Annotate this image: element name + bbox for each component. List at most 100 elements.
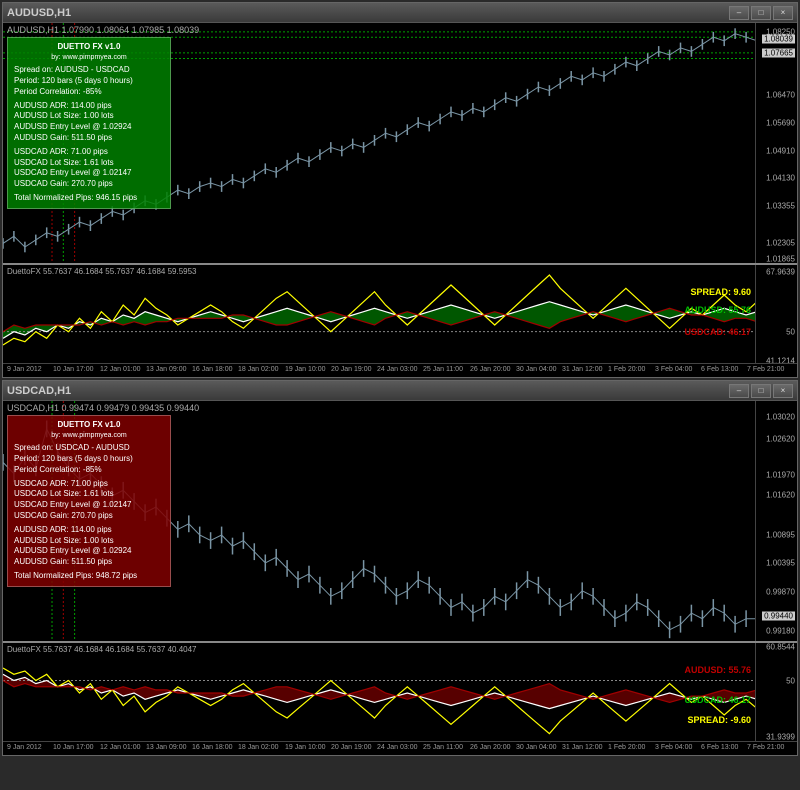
x-tick: 18 Jan 02:00 [238,366,278,373]
y-tick-current: 0.99440 [762,612,795,621]
panel-line: AUDUSD Lot Size: 1.00 lots [14,536,164,547]
panel-line: AUDUSD Entry Level @ 1.02924 [14,546,164,557]
x-tick: 9 Jan 2012 [7,366,42,373]
chart-window-bot: USDCAD,H1 –□× USDCAD,H1 0.99474 0.99479 … [2,380,798,756]
indicator-label: USDCAD: 46.17 [684,695,751,705]
indicator-panel[interactable]: DuettoFX 55.7637 46.1684 55.7637 46.1684… [3,263,797,363]
y-tick: 50 [786,676,795,685]
ohlc-readout: USDCAD,H1 0.99474 0.99479 0.99435 0.9944… [7,403,199,413]
y-tick: 1.06470 [766,91,795,100]
window-title: USDCAD,H1 [7,385,71,397]
x-tick: 1 Feb 20:00 [608,366,645,373]
y-tick-current: 1.08039 [762,35,795,44]
minimize-button[interactable]: – [729,6,749,20]
panel-line: Spread on: AUDUSD - USDCAD [14,65,164,76]
ohlc-readout: AUDUSD,H1 1.07990 1.08064 1.07985 1.0803… [7,25,199,35]
maximize-button[interactable]: □ [751,6,771,20]
x-tick: 31 Jan 12:00 [562,744,602,751]
x-tick: 10 Jan 17:00 [53,744,93,751]
panel-header: DUETTO FX v1.0 [14,42,164,53]
panel-line: USDCAD Lot Size: 1.61 lots [14,158,164,169]
chart-body: AUDUSD,H1 1.07990 1.08064 1.07985 1.0803… [3,23,797,377]
x-tick: 7 Feb 21:00 [747,366,784,373]
indicator-y-axis: 60.8544 50 31.9399 [755,643,797,741]
panel-line: Period: 120 bars (5 days 0 hours) [14,76,164,87]
panel-line: AUDUSD Gain: 511.50 pips [14,557,164,568]
x-tick: 12 Jan 01:00 [100,744,140,751]
panel-line: AUDUSD Lot Size: 1.00 lots [14,111,164,122]
panel-line: Period: 120 bars (5 days 0 hours) [14,454,164,465]
title-bar[interactable]: USDCAD,H1 –□× [3,381,797,401]
panel-header: DUETTO FX v1.0 [14,420,164,431]
y-tick: 1.05690 [766,118,795,127]
x-tick: 20 Jan 19:00 [331,366,371,373]
panel-line: Period Correlation: -85% [14,87,164,98]
panel-line: USDCAD Gain: 270.70 pips [14,179,164,190]
x-tick: 25 Jan 11:00 [423,366,463,373]
y-tick: 1.03020 [766,412,795,421]
y-tick: 1.04910 [766,146,795,155]
x-tick: 20 Jan 19:00 [331,744,371,751]
indicator-label: AUDUSD: 55.76 [684,665,751,675]
panel-line: USDCAD Lot Size: 1.61 lots [14,489,164,500]
info-panel: DUETTO FX v1.0 by: www.pimpmyea.com Sprea… [7,37,171,209]
x-tick: 12 Jan 01:00 [100,366,140,373]
minimize-button[interactable]: – [729,384,749,398]
panel-line: AUDUSD ADR: 114.00 pips [14,101,164,112]
x-tick: 10 Jan 17:00 [53,366,93,373]
panel-line: Total Normalized Pips: 946.15 pips [14,193,164,204]
y-tick-current: 1.07665 [762,48,795,57]
maximize-button[interactable]: □ [751,384,771,398]
y-tick: 1.02620 [766,434,795,443]
x-tick: 6 Feb 13:00 [701,366,738,373]
y-tick: 0.99180 [766,626,795,635]
chart-body: USDCAD,H1 0.99474 0.99479 0.99435 0.9944… [3,401,797,755]
y-tick: 50 [786,327,795,336]
y-tick: 1.00895 [766,531,795,540]
x-tick: 7 Feb 21:00 [747,744,784,751]
x-tick: 24 Jan 03:00 [377,744,417,751]
x-tick: 19 Jan 10:00 [285,366,325,373]
x-tick: 3 Feb 04:00 [655,366,692,373]
x-tick: 16 Jan 18:00 [192,366,232,373]
x-tick: 6 Feb 13:00 [701,744,738,751]
x-tick: 19 Jan 10:00 [285,744,325,751]
indicator-title: DuettoFX 55.7637 46.1684 55.7637 46.1684… [7,267,197,276]
x-tick: 26 Jan 20:00 [470,744,510,751]
y-tick: 31.9399 [766,732,795,741]
x-tick: 31 Jan 12:00 [562,366,602,373]
indicator-y-axis: 67.96395041.1214 [755,265,797,363]
panel-line: AUDUSD Entry Level @ 1.02924 [14,122,164,133]
y-tick: 1.01970 [766,471,795,480]
y-axis: 1.082501.076651.064701.056901.049101.041… [755,23,797,263]
x-tick: 13 Jan 09:00 [146,366,186,373]
x-tick: 25 Jan 11:00 [423,744,463,751]
panel-line: USDCAD Gain: 270.70 pips [14,511,164,522]
x-tick: 30 Jan 04:00 [516,366,556,373]
y-tick: 1.04130 [766,174,795,183]
indicator-label: AUDUSD: 55.76 [684,305,751,315]
x-tick: 16 Jan 18:00 [192,744,232,751]
panel-line: AUDUSD ADR: 114.00 pips [14,525,164,536]
y-tick: 1.01865 [766,254,795,263]
window-title: AUDUSD,H1 [7,7,71,19]
indicator-label: USDCAD: 46.17 [684,327,751,337]
panel-line: USDCAD ADR: 71.00 pips [14,479,164,490]
info-panel: DUETTO FX v1.0 by: www.pimpmyea.comSprea… [7,415,171,587]
panel-line: USDCAD ADR: 71.00 pips [14,147,164,158]
x-tick: 18 Jan 02:00 [238,744,278,751]
x-axis: 9 Jan 201210 Jan 17:0012 Jan 01:0013 Jan… [3,741,797,755]
close-button[interactable]: × [773,6,793,20]
x-tick: 26 Jan 20:00 [470,366,510,373]
y-tick: 60.8544 [766,642,795,651]
x-tick: 3 Feb 04:00 [655,744,692,751]
close-button[interactable]: × [773,384,793,398]
panel-sub: by: www.pimpmyea.com [14,53,164,62]
indicator-panel[interactable]: DuettoFX 55.7637 46.1684 46.1684 55.7637… [3,641,797,741]
title-bar[interactable]: AUDUSD,H1 –□× [3,3,797,23]
panel-line: Period Correlation: -85% [14,465,164,476]
x-tick: 24 Jan 03:00 [377,366,417,373]
panel-line: USDCAD Entry Level @ 1.02147 [14,168,164,179]
x-tick: 9 Jan 2012 [7,744,42,751]
y-tick: 67.9639 [766,267,795,276]
